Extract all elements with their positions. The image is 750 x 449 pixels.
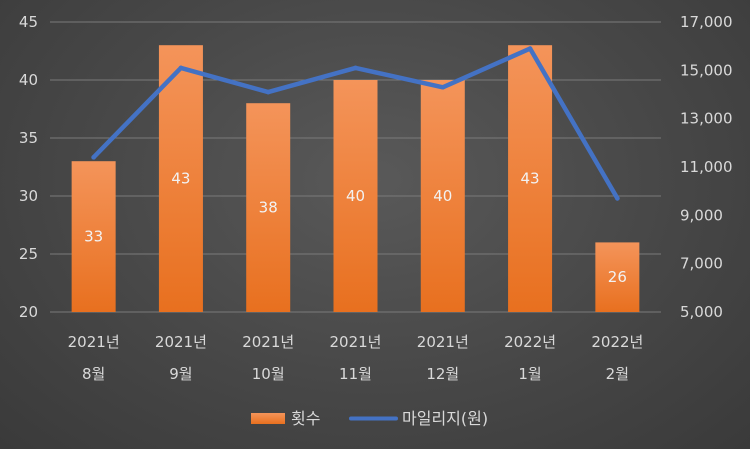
legend-label-bar: 횟수 <box>291 409 320 428</box>
bar <box>158 45 203 312</box>
y-right-tick-label: 17,000 <box>680 13 733 31</box>
x-axis-ticks: 2021년 8월 2021년 9월 2021년 10월 2021년 11월 2021년 12월 20… <box>68 333 644 383</box>
y-right-tick-label: 13,000 <box>680 110 733 128</box>
bar-data-labels: 33 43 38 40 40 43 26 <box>84 170 627 287</box>
x-tick-label-month: 11월 <box>339 365 372 383</box>
bar-data-label: 38 <box>259 199 278 217</box>
y-left-tick-label: 20 <box>19 303 38 321</box>
y-left-tick-label: 35 <box>19 129 38 147</box>
line-point <box>353 65 358 71</box>
right-axis-ticks: 5,000 7,000 9,000 11,000 13,000 15,000 17,000 <box>680 13 733 321</box>
y-left-tick-label: 25 <box>19 245 38 263</box>
line-series <box>91 46 620 201</box>
x-tick-label-year: 2022년 <box>504 333 556 351</box>
x-tick-label-year: 2021년 <box>155 333 207 351</box>
bar-data-label: 43 <box>171 170 190 188</box>
x-tick-label-month: 10월 <box>252 365 285 383</box>
line-point <box>527 46 533 51</box>
line-point <box>440 84 446 90</box>
legend-label-line: 마일리지(원) <box>402 409 488 428</box>
x-tick-label-month: 1월 <box>518 365 541 383</box>
legend: 횟수 마일리지(원) <box>251 409 488 428</box>
line-point <box>91 155 96 160</box>
x-tick-label-month: 8월 <box>82 365 105 383</box>
bar <box>595 242 640 312</box>
y-right-tick-label: 5,000 <box>680 303 723 321</box>
x-tick-label-year: 2021년 <box>330 333 382 351</box>
bar-data-label: 40 <box>433 187 452 205</box>
x-tick-label-year: 2021년 <box>242 333 294 351</box>
x-tick-label-year: 2022년 <box>591 333 643 351</box>
bar <box>71 161 116 312</box>
bar-data-label: 26 <box>608 268 627 286</box>
x-tick-label-month: 2월 <box>606 365 629 383</box>
bar <box>333 80 378 312</box>
y-left-tick-label: 30 <box>19 187 38 205</box>
y-right-tick-label: 9,000 <box>680 206 723 224</box>
bar-data-label: 43 <box>521 170 540 188</box>
x-tick-label-month: 9월 <box>169 365 192 383</box>
left-axis-ticks: 20 25 30 35 40 45 <box>19 13 38 321</box>
bar-data-label: 40 <box>346 187 365 205</box>
legend-swatch-bar <box>251 413 285 424</box>
x-tick-label-month: 12월 <box>426 365 459 383</box>
line-point <box>615 196 620 201</box>
x-tick-label-year: 2021년 <box>68 333 120 351</box>
y-right-tick-label: 11,000 <box>680 158 733 176</box>
line-point <box>265 89 271 95</box>
bar <box>246 103 291 312</box>
bar-series <box>71 45 640 312</box>
y-right-tick-label: 15,000 <box>680 61 733 79</box>
y-left-tick-label: 45 <box>19 13 38 31</box>
bar <box>420 80 465 312</box>
line-point <box>178 65 184 71</box>
bar-data-label: 33 <box>84 228 103 246</box>
y-right-tick-label: 7,000 <box>680 255 723 273</box>
x-tick-label-year: 2021년 <box>417 333 469 351</box>
y-left-tick-label: 40 <box>19 71 38 89</box>
bar <box>508 45 553 312</box>
